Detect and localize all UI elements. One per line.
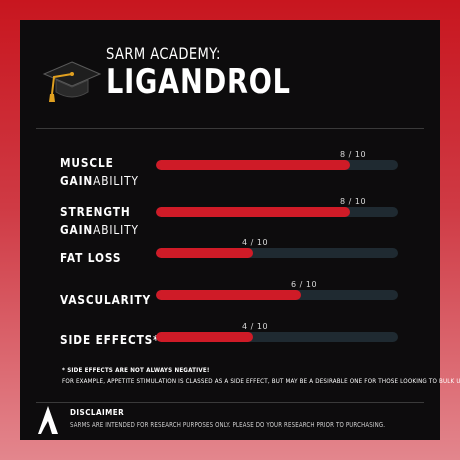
rating-bar-fill bbox=[156, 160, 350, 170]
rating-bar-track bbox=[156, 160, 398, 170]
disclaimer-title: DISCLAIMER bbox=[70, 408, 125, 417]
rating-label: SIDE EFFECTS* bbox=[60, 333, 160, 347]
rating-label-light: ABILITY bbox=[93, 223, 139, 237]
divider bbox=[36, 402, 424, 403]
rating-label-line1: STRENGTH bbox=[60, 205, 131, 219]
page-title: LIGANDROL bbox=[106, 62, 291, 102]
infographic-card: SARM ACADEMY: LIGANDROL MUSCLE GAINABILI… bbox=[20, 20, 460, 440]
rating-label-line1: MUSCLE bbox=[60, 156, 114, 170]
rating-label-light: ABILITY bbox=[93, 174, 139, 188]
disclaimer-text: SARMS ARE INTENDED FOR RESEARCH PURPOSES… bbox=[70, 421, 386, 429]
brand-a-logo-icon bbox=[38, 406, 58, 434]
rating-label-bold: GAIN bbox=[60, 223, 94, 237]
rating-label: STRENGTH GAINABILITY bbox=[60, 203, 139, 239]
graduation-cap-icon bbox=[42, 61, 102, 102]
rating-bar-track bbox=[156, 248, 398, 258]
subtitle: SARM ACADEMY: bbox=[106, 44, 221, 63]
rating-bar-track bbox=[156, 207, 398, 217]
rating-label-bold: GAIN bbox=[60, 174, 94, 188]
header: SARM ACADEMY: LIGANDROL bbox=[20, 20, 440, 130]
rating-bar-track bbox=[156, 332, 398, 342]
rating-label: MUSCLE GAINABILITY bbox=[60, 154, 139, 190]
rating-score: 4 / 10 bbox=[242, 322, 269, 331]
rating-score: 8 / 10 bbox=[340, 150, 367, 159]
rating-bar-fill bbox=[156, 290, 302, 300]
rating-label: VASCULARITY bbox=[60, 293, 152, 307]
rating-score: 6 / 10 bbox=[291, 280, 318, 289]
footnote-heading: * SIDE EFFECTS ARE NOT ALWAYS NEGATIVE! bbox=[62, 366, 210, 374]
rating-score: 4 / 10 bbox=[242, 238, 269, 247]
rating-label: FAT LOSS bbox=[60, 251, 122, 265]
rating-bar-fill bbox=[156, 207, 350, 217]
rating-bar-fill bbox=[156, 248, 253, 258]
rating-score: 8 / 10 bbox=[340, 197, 367, 206]
divider bbox=[36, 128, 424, 129]
rating-bar-fill bbox=[156, 332, 253, 342]
footnote-text: FOR EXAMPLE, APPETITE STIMULATION IS CLA… bbox=[62, 377, 460, 385]
rating-bar-track bbox=[156, 290, 398, 300]
